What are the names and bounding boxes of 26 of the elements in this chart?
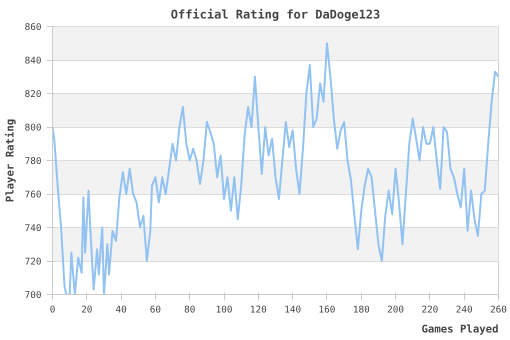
x-tick-label: 0 xyxy=(50,304,56,316)
x-tick-label: 100 xyxy=(216,304,233,316)
y-tick-label: 800 xyxy=(24,122,42,134)
x-tick-label: 140 xyxy=(284,304,302,316)
x-tick-label: 80 xyxy=(184,304,196,316)
chart-title: Official Rating for DaDoge123 xyxy=(170,8,380,22)
x-tick-label: 240 xyxy=(456,304,473,316)
x-tick-label: 60 xyxy=(150,304,162,316)
y-tick-label: 740 xyxy=(24,223,42,234)
x-tick-label: 260 xyxy=(490,304,508,316)
x-tick-label: 20 xyxy=(81,304,93,316)
y-axis-title: Player Rating xyxy=(4,118,17,202)
x-tick-label: 180 xyxy=(352,304,370,316)
x-axis-title: Games Played xyxy=(422,322,499,336)
y-tick-label: 820 xyxy=(24,89,42,100)
y-tick-label: 840 xyxy=(24,56,42,66)
y-tick-label: 860 xyxy=(24,22,42,33)
x-tick-label: 120 xyxy=(250,304,268,316)
y-tick-label: 760 xyxy=(24,190,42,200)
y-tick-label: 780 xyxy=(24,156,42,167)
y-tick-label: 700 xyxy=(24,290,42,301)
x-tick-label: 160 xyxy=(318,304,336,316)
x-tick-label: 40 xyxy=(116,304,128,316)
x-tick-label: 220 xyxy=(421,304,439,316)
x-tick-label: 200 xyxy=(387,304,404,316)
y-tick-label: 720 xyxy=(24,256,42,268)
